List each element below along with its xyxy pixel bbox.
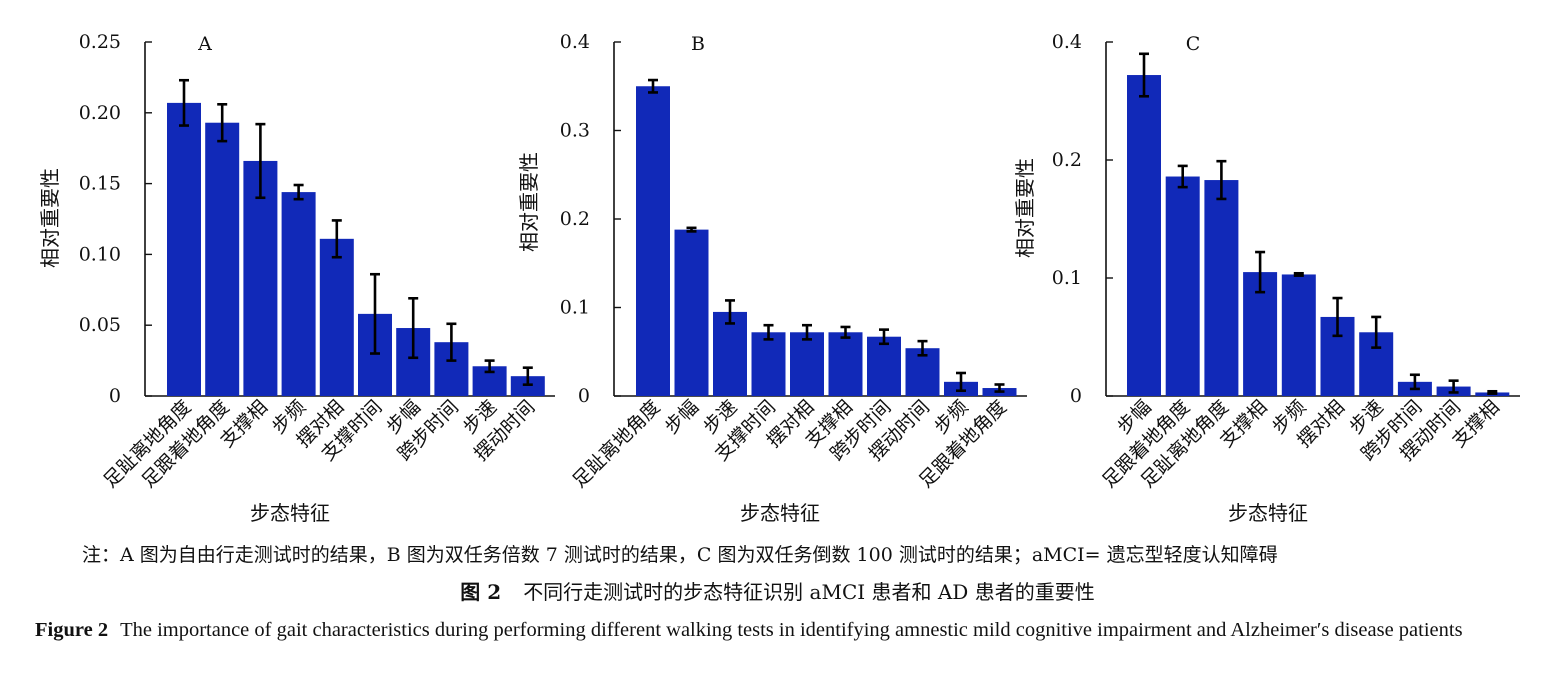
y-axis-title: 相对重要性	[38, 168, 62, 268]
bar	[636, 86, 670, 396]
y-axis-title: 相对重要性	[1013, 158, 1037, 258]
y-tick-label: 0.4	[1052, 31, 1082, 53]
x-tick-label: 步幅	[661, 396, 703, 438]
bar	[751, 332, 786, 396]
x-axis-title: 步态特征	[1228, 501, 1308, 525]
figure-title-cn-text: 不同行走测试时的步态特征识别 aMCI 患者和 AD 患者的重要性	[523, 580, 1095, 604]
figure-title-en: Figure 2 The importance of gait character…	[35, 614, 1525, 646]
x-axis-title: 步态特征	[250, 501, 330, 525]
y-axis-title: 相对重要性	[517, 152, 541, 252]
y-tick-label: 0.4	[560, 31, 590, 53]
chart-panel-b: 00.10.20.30.4 B相对重要性步态特征足趾离地角度步幅步速支撑时间摆对相…	[517, 31, 1027, 525]
y-tick-label: 0.10	[79, 243, 121, 265]
bar	[790, 332, 824, 396]
figure-title-en-text: The importance of gait characteristics d…	[120, 619, 1463, 641]
bar	[243, 160, 278, 396]
y-tick-label: 0.1	[560, 297, 590, 319]
y-tick-label: 0.25	[79, 31, 121, 53]
panel-label: C	[1186, 33, 1201, 55]
figure-label-cn: 图 2	[460, 580, 502, 604]
bar	[205, 122, 240, 396]
y-tick-label: 0.05	[79, 314, 121, 336]
y-tick-label: 0.1	[1052, 267, 1082, 289]
bar	[281, 192, 316, 396]
bar	[674, 229, 709, 396]
bar	[319, 238, 354, 396]
bar	[1127, 75, 1161, 396]
y-tick-label: 0	[1070, 385, 1082, 407]
bar	[1281, 274, 1316, 396]
y-tick-label: 0	[109, 385, 121, 407]
figure-label-en: Figure 2	[35, 619, 109, 641]
figure-title-cn: 图 2 不同行走测试时的步态特征识别 aMCI 患者和 AD 患者的重要性	[0, 576, 1555, 605]
chart-panel-c: 00.10.20.4 C相对重要性步态特征步幅足跟着地角度足趾离地角度支撑相步频摆…	[1013, 31, 1520, 525]
chart-panel-a: 00.050.100.150.200.25 A相对重要性步态特征足趾离地角度足跟着…	[38, 31, 555, 525]
bar	[1204, 180, 1239, 396]
bar	[867, 336, 901, 396]
panel-label: B	[691, 33, 705, 55]
y-tick-label: 0.15	[79, 173, 121, 195]
y-tick-label: 0	[578, 385, 590, 407]
figure-note: 注：A 图为自由行走测试时的结果，B 图为双任务倍数 7 测试时的结果，C 图为…	[82, 544, 1278, 566]
bar	[510, 376, 545, 396]
panel-label: A	[197, 33, 212, 55]
x-tick-label: 足趾离地角度	[568, 396, 664, 492]
y-tick-label: 0.2	[560, 208, 590, 230]
bar	[828, 332, 863, 396]
y-tick-label: 0.3	[560, 120, 590, 142]
y-tick-label: 0.2	[1052, 149, 1082, 171]
figure-2-bar-charts: 00.050.100.150.200.25 A相对重要性步态特征足趾离地角度足跟着…	[38, 31, 1520, 525]
bar	[167, 102, 201, 396]
x-axis-title: 步态特征	[740, 501, 820, 525]
bar	[713, 311, 747, 396]
y-tick-label: 0.20	[79, 102, 121, 124]
bar	[1165, 176, 1200, 396]
